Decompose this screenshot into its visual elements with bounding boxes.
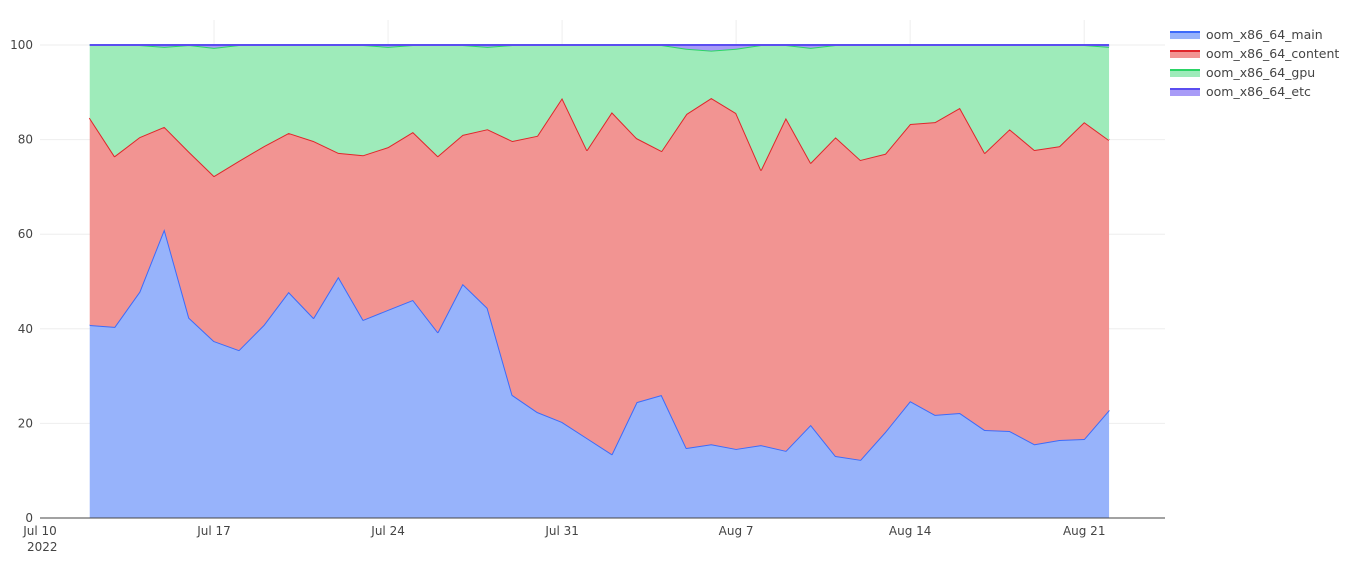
legend-entry: oom_x86_64_content <box>1206 46 1339 61</box>
legend-swatch <box>1170 89 1200 96</box>
x-tick-label: Jul 24 <box>370 524 405 538</box>
y-tick-label: 100 <box>10 38 33 52</box>
areas <box>90 45 1109 518</box>
x-tick-label: Aug 14 <box>889 524 932 538</box>
legend-swatch <box>1170 32 1200 39</box>
legend: oom_x86_64_main oom_x86_64_content oom_x86… <box>1170 27 1339 99</box>
y-tick-label: 40 <box>18 322 33 336</box>
legend-entry: oom_x86_64_gpu <box>1206 65 1315 80</box>
x-tick-label: Aug 7 <box>719 524 754 538</box>
x-tick-year: 2022 <box>27 540 58 554</box>
legend-swatch <box>1170 51 1200 58</box>
x-tick-label: Jul 17 <box>196 524 231 538</box>
legend-swatch <box>1170 70 1200 77</box>
y-tick-label: 60 <box>18 227 33 241</box>
legend-entry: oom_x86_64_main <box>1206 27 1323 42</box>
y-tick-label: 80 <box>18 133 33 147</box>
x-tick-label: Jul 10 <box>22 524 57 538</box>
x-tick-label: Aug 21 <box>1063 524 1106 538</box>
y-tick-label: 0 <box>25 511 33 525</box>
x-tick-label: Jul 31 <box>544 524 579 538</box>
y-tick-label: 20 <box>18 416 33 430</box>
legend-entry: oom_x86_64_etc <box>1206 84 1311 99</box>
